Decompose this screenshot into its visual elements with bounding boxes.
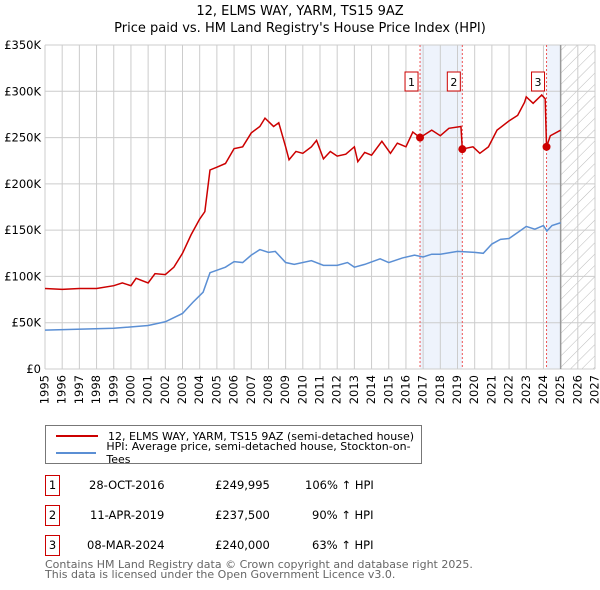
x-tick-label: 2017 [416,375,430,404]
sale-hpi: 63% ↑ HPI [312,538,374,552]
x-tick-label: 2001 [141,375,155,404]
sale-marker-box [531,71,546,92]
sale-date: 11-APR-2019 [90,508,165,522]
legend-label: 12, ELMS WAY, YARM, TS15 9AZ (semi-detac… [108,429,415,443]
y-tick-label: £150K [4,223,41,237]
sale-row: 3 08-MAR-2024 £240,000 63% ↑ HPI [45,535,465,556]
chart-title: 12, ELMS WAY, YARM, TS15 9AZ [196,4,404,19]
x-tick-label: 2015 [381,375,395,404]
x-tick-label: 2003 [175,375,189,404]
x-tick-label: 2020 [467,375,481,404]
legend-swatch-red [56,435,98,437]
x-tick-label: 2008 [261,375,275,404]
sale-marker-badge: 1 [45,475,60,496]
y-tick-label: £100K [4,269,41,283]
sale-hpi: 90% ↑ HPI [312,508,374,522]
shaded-period [546,45,561,369]
y-tick-label: £250K [4,131,41,145]
y-tick-label: £300K [4,84,41,98]
x-tick-label: 1995 [38,375,52,404]
x-tick-label: 2000 [123,375,137,404]
x-tick-label: 2024 [536,375,550,404]
x-tick-label: 2025 [553,375,567,404]
x-tick-label: 2011 [313,375,327,404]
sale-row: 1 28-OCT-2016 £249,995 106% ↑ HPI [45,475,465,496]
sale-date: 08-MAR-2024 [87,538,165,552]
sale-price: £237,500 [215,508,270,522]
sale-marker-label: 1 [408,76,415,89]
x-tick-label: 2022 [502,375,516,404]
x-tick-label: 2009 [278,375,292,404]
x-tick-label: 1999 [106,375,120,404]
sale-point [542,142,551,151]
x-tick-label: 2012 [330,375,344,404]
sale-marker-label: 2 [450,76,457,89]
x-tick-label: 2019 [450,375,464,404]
hpi-line [44,222,561,331]
x-tick-label: 2005 [209,375,223,404]
sale-point [416,133,425,142]
y-tick-label: £200K [4,177,41,191]
x-tick-label: 2014 [364,375,378,404]
sale-marker-badge: 2 [45,505,60,526]
sale-price: £240,000 [215,538,270,552]
x-tick-label: 2002 [158,375,172,404]
x-tick-label: 2027 [588,375,600,404]
y-tick-label: £350K [4,38,41,52]
sale-point [458,145,467,154]
sale-marker-badge: 3 [45,535,60,556]
footer: Contains HM Land Registry data © Crown c… [45,558,473,581]
x-tick-label: 2006 [227,375,241,404]
legend-label: HPI: Average price, semi-detached house,… [106,440,411,466]
legend-item-property: 12, ELMS WAY, YARM, TS15 9AZ (semi-detac… [56,428,414,444]
sale-price: £249,995 [215,478,270,492]
x-tick-label: 1998 [89,375,103,404]
sale-marker-box [446,71,461,92]
chart-subtitle: Price paid vs. HM Land Registry's House … [114,21,486,36]
x-tick-label: 2026 [570,375,584,404]
sale-date: 28-OCT-2016 [89,478,165,492]
footer-line: Contains HM Land Registry data © Crown c… [45,558,473,571]
x-tick-label: 2016 [398,375,412,404]
x-tick-label: 2018 [433,375,447,404]
x-tick-label: 1997 [72,375,86,404]
shaded-period [420,45,463,369]
y-tick-label: £0 [26,362,41,376]
sale-marker-box [404,71,419,92]
x-tick-label: 2004 [192,375,206,404]
legend: 12, ELMS WAY, YARM, TS15 9AZ (semi-detac… [45,425,422,466]
property-price-line [44,93,561,291]
footer-line: This data is licensed under the Open Gov… [45,568,396,581]
x-tick-label: 2023 [519,375,533,404]
x-tick-label: 2007 [244,375,258,404]
x-tick-label: 1996 [55,375,69,404]
x-tick-label: 2021 [484,375,498,404]
legend-item-hpi: HPI: Average price, semi-detached house,… [56,440,421,466]
sale-row: 2 11-APR-2019 £237,500 90% ↑ HPI [45,505,465,526]
x-tick-label: 2013 [347,375,361,404]
y-tick-label: £50K [12,316,42,330]
legend-swatch-blue [56,452,97,454]
price-chart: 1995 1996 1997 1998 1999 2000 2001 2002 2003 2004… [4,38,600,404]
sale-marker-label: 3 [535,76,542,89]
x-tick-label: 2010 [295,375,309,404]
sale-hpi: 106% ↑ HPI [305,478,374,492]
